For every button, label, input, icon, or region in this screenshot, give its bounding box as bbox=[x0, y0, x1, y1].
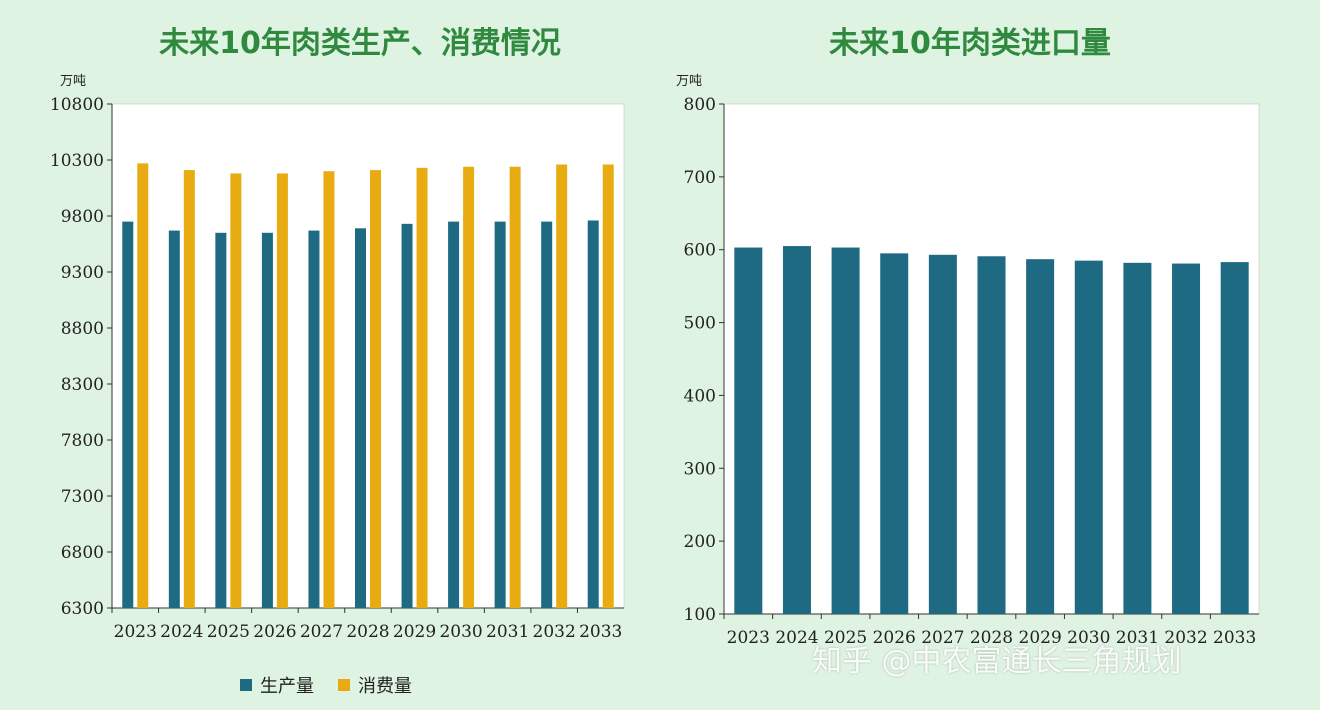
bar-production bbox=[168, 230, 180, 608]
x-tick-label: 2029 bbox=[1019, 628, 1062, 648]
bar-consumption bbox=[137, 163, 149, 609]
x-tick-label: 2027 bbox=[921, 628, 964, 648]
legend-swatch-production bbox=[240, 679, 252, 691]
legend-item-consumption: 消费量 bbox=[338, 672, 412, 698]
bar-import bbox=[734, 247, 763, 614]
bar-production bbox=[308, 230, 320, 608]
x-tick-label: 2026 bbox=[873, 628, 916, 648]
y-tick-label: 6800 bbox=[61, 543, 104, 563]
bar-consumption bbox=[276, 173, 288, 608]
bar-production bbox=[448, 221, 460, 608]
legend-label-consumption: 消费量 bbox=[358, 676, 412, 697]
y-tick-label: 500 bbox=[684, 314, 716, 334]
y-tick-label: 600 bbox=[684, 241, 716, 261]
bar-consumption bbox=[463, 166, 475, 608]
bar-production bbox=[494, 221, 506, 608]
bar-import bbox=[1074, 260, 1103, 614]
left-chart-title: 未来10年肉类生产、消费情况 bbox=[159, 26, 561, 61]
x-tick-label: 2025 bbox=[207, 622, 250, 642]
x-tick-label: 2029 bbox=[393, 622, 436, 642]
bar-production bbox=[587, 220, 599, 609]
bar-consumption bbox=[183, 170, 195, 608]
x-tick-label: 2026 bbox=[253, 622, 296, 642]
bar-consumption bbox=[602, 164, 614, 609]
y-tick-label: 9800 bbox=[61, 207, 104, 227]
x-tick-label: 2028 bbox=[346, 622, 389, 642]
y-tick-label: 300 bbox=[684, 459, 716, 479]
watermark: 知乎 @中农富通长三角规划 bbox=[812, 644, 1182, 679]
y-tick-label: 9300 bbox=[61, 263, 104, 283]
x-tick-label: 2032 bbox=[1164, 628, 1207, 648]
bar-production bbox=[122, 221, 134, 608]
bar-import bbox=[880, 253, 909, 614]
legend: 生产量 消费量 bbox=[240, 672, 428, 698]
x-tick-label: 2032 bbox=[533, 622, 576, 642]
y-tick-label: 10800 bbox=[50, 95, 104, 115]
bar-import bbox=[782, 246, 811, 615]
bar-import bbox=[1123, 262, 1152, 614]
bar-consumption bbox=[509, 166, 521, 608]
y-tick-label: 10300 bbox=[50, 151, 104, 171]
bar-production bbox=[541, 221, 553, 608]
bar-production bbox=[261, 232, 273, 609]
x-tick-label: 2033 bbox=[1213, 628, 1256, 648]
bar-consumption bbox=[370, 170, 381, 608]
right-chart-title: 未来10年肉类进口量 bbox=[829, 26, 1111, 61]
left-y-unit-label: 万吨 bbox=[60, 74, 87, 89]
legend-item-production: 生产量 bbox=[240, 672, 314, 698]
bar-production bbox=[355, 228, 366, 608]
bar-import bbox=[831, 247, 860, 614]
bar-consumption bbox=[323, 171, 335, 608]
x-tick-label: 2033 bbox=[579, 622, 622, 642]
x-tick-label: 2027 bbox=[300, 622, 343, 642]
bar-consumption bbox=[230, 173, 242, 608]
y-tick-label: 6300 bbox=[61, 599, 104, 619]
x-tick-label: 2025 bbox=[824, 628, 867, 648]
x-tick-label: 2028 bbox=[970, 628, 1013, 648]
bar-import bbox=[1026, 259, 1055, 614]
y-tick-label: 100 bbox=[684, 605, 716, 625]
x-tick-label: 2024 bbox=[160, 622, 203, 642]
x-tick-label: 2030 bbox=[439, 622, 482, 642]
y-tick-label: 800 bbox=[684, 95, 716, 115]
x-tick-label: 2031 bbox=[1116, 628, 1159, 648]
y-tick-label: 200 bbox=[684, 532, 716, 552]
bar-import bbox=[928, 254, 957, 615]
bar-consumption bbox=[556, 164, 568, 609]
x-tick-label: 2031 bbox=[486, 622, 529, 642]
bar-import bbox=[977, 256, 1006, 614]
y-tick-label: 7300 bbox=[61, 487, 104, 507]
right-y-unit-label: 万吨 bbox=[676, 74, 703, 89]
bar-production bbox=[215, 232, 227, 609]
x-tick-label: 2023 bbox=[727, 628, 770, 648]
production-consumption-chart: 6300 6800 7300 7800 8300 8800 9300 9800 10300 108… bbox=[50, 95, 625, 642]
bar-production bbox=[401, 223, 413, 608]
y-tick-label: 8300 bbox=[61, 375, 104, 395]
x-tick-label: 2023 bbox=[114, 622, 157, 642]
bar-import bbox=[1172, 263, 1201, 614]
y-tick-label: 700 bbox=[684, 168, 716, 188]
bar-consumption bbox=[416, 167, 428, 608]
y-tick-label: 7800 bbox=[61, 431, 104, 451]
bar-import bbox=[1220, 262, 1249, 614]
x-tick-label: 2030 bbox=[1067, 628, 1110, 648]
legend-label-production: 生产量 bbox=[260, 676, 314, 697]
y-tick-label: 8800 bbox=[61, 319, 104, 339]
x-tick-label: 2024 bbox=[775, 628, 818, 648]
legend-swatch-consumption bbox=[338, 679, 350, 691]
y-tick-label: 400 bbox=[684, 386, 716, 406]
